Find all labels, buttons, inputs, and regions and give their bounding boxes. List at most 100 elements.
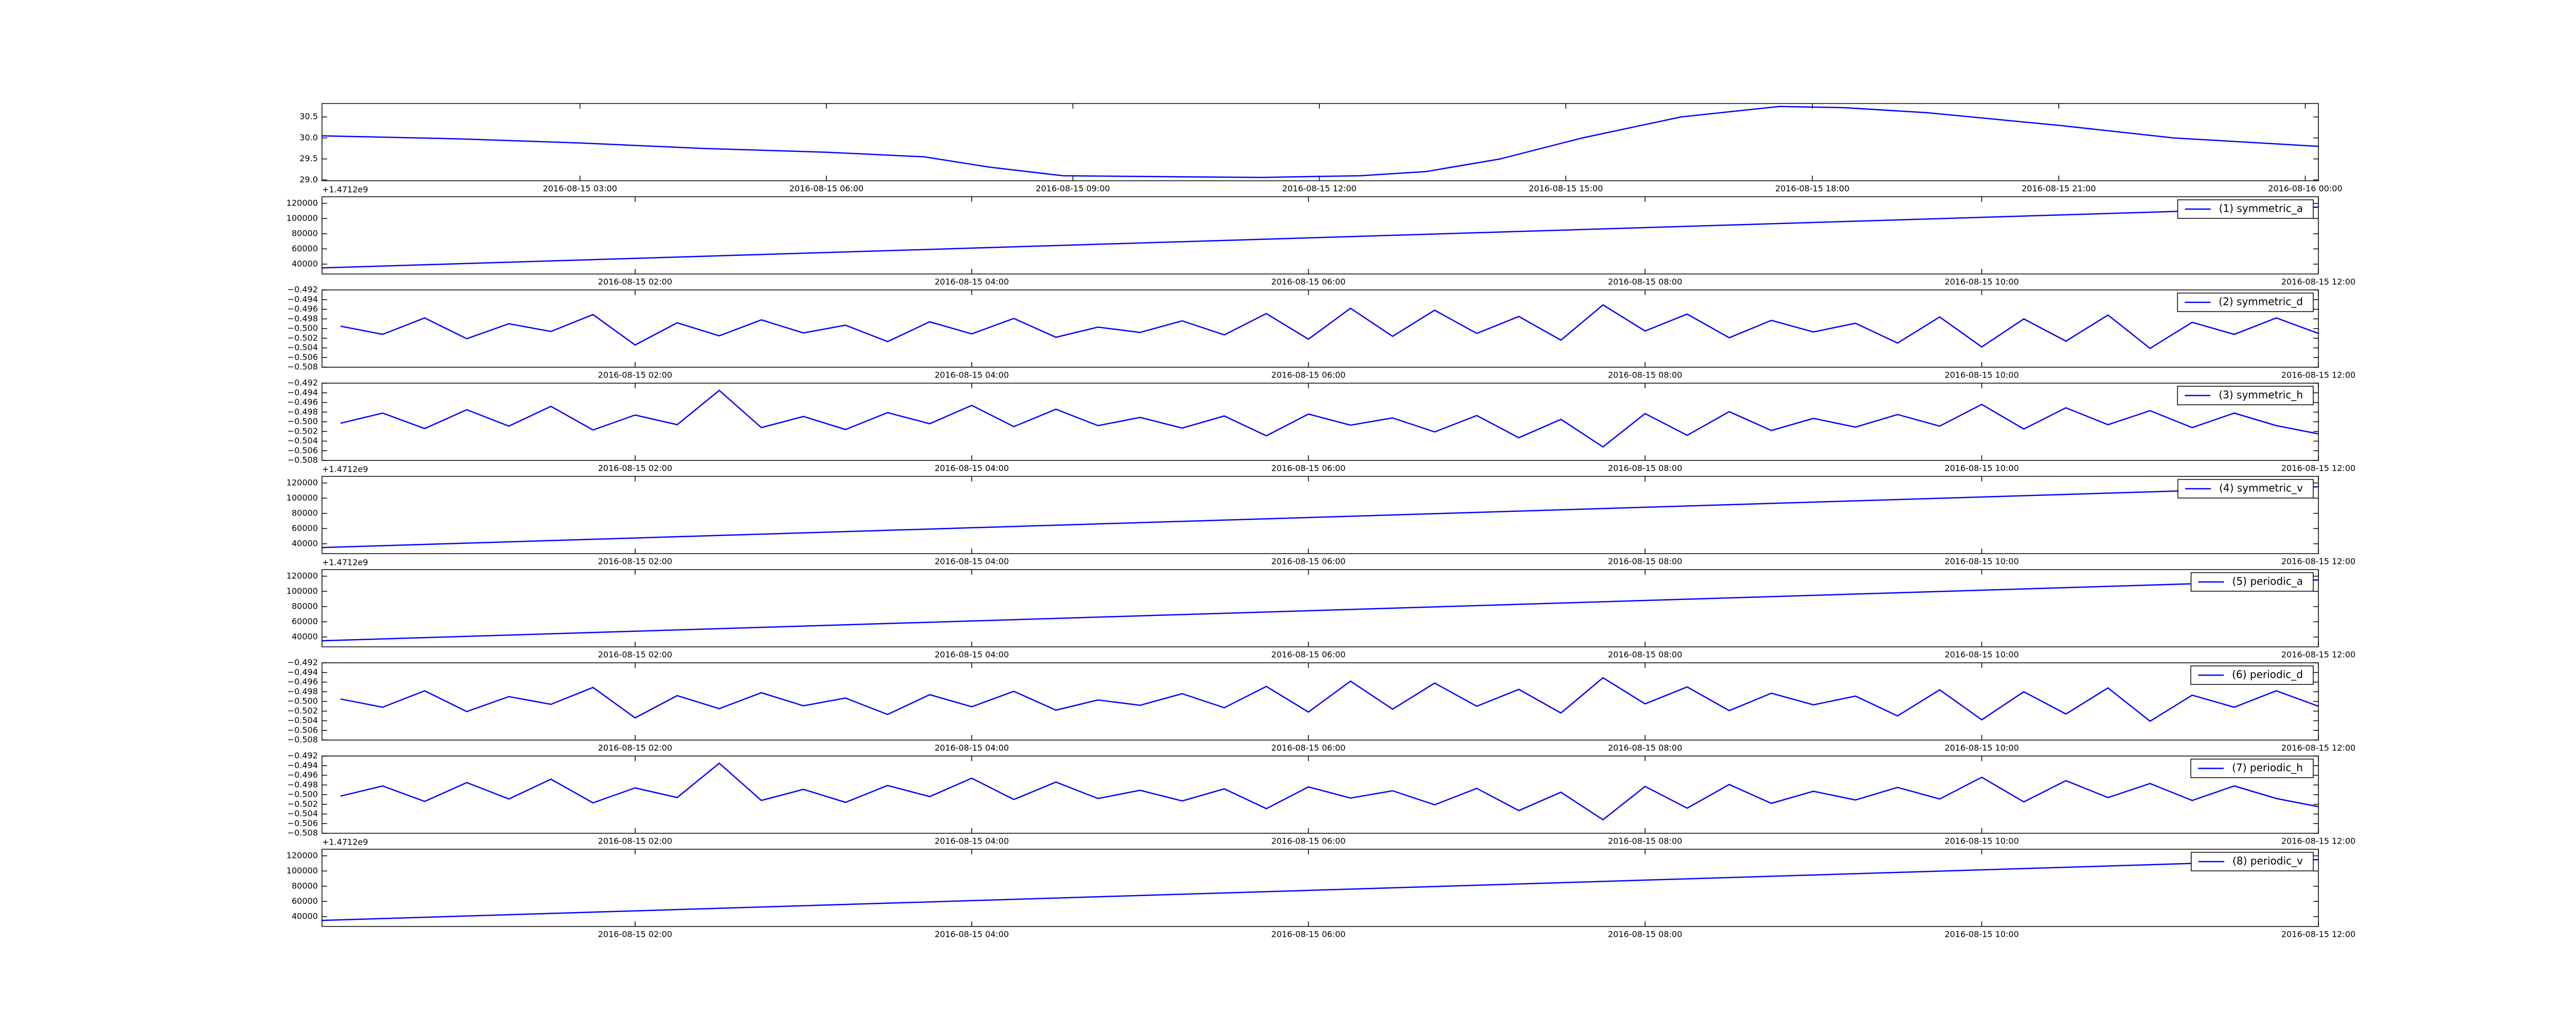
y-tick-label: 40000 — [292, 538, 318, 548]
data-line — [340, 762, 2318, 821]
offset-text: +1.4712e9 — [322, 185, 368, 195]
x-tick-label: 2016-08-15 10:00 — [1944, 464, 2019, 473]
y-tick-label: −0.492 — [287, 378, 318, 388]
x-tick-label: 2016-08-15 08:00 — [1608, 370, 1682, 380]
x-tick-label: 2016-08-15 06:00 — [1272, 650, 1346, 660]
x-tick-label: 2016-08-15 02:00 — [598, 370, 672, 380]
plot-area: (8) periodic_v — [322, 852, 2318, 921]
y-tick-label: 60000 — [292, 523, 318, 533]
x-tick-label: 2016-08-15 21:00 — [2022, 184, 2096, 194]
x-tick-label: 2016-08-16 00:00 — [2268, 184, 2342, 194]
y-tick-label: −0.506 — [287, 445, 318, 455]
data-line — [322, 486, 2318, 548]
y-tick-label: −0.492 — [287, 658, 318, 667]
plot-area: (2) symmetric_d — [340, 293, 2318, 349]
subplot: (7) periodic_h−0.508−0.506−0.504−0.502−0… — [287, 751, 2355, 847]
x-tick-label: 2016-08-15 08:00 — [1608, 930, 1682, 939]
legend: (6) periodic_d — [2190, 665, 2314, 685]
axes-frame — [321, 569, 2319, 647]
axes-frame — [321, 196, 2319, 274]
x-tick-label: 2016-08-15 02:00 — [598, 277, 672, 287]
y-tick-label: −0.494 — [287, 667, 318, 677]
y-tick-label: −0.492 — [287, 285, 318, 295]
y-tick-label: −0.506 — [287, 352, 318, 362]
y-tick-label: −0.498 — [287, 407, 318, 417]
x-tick-label: 2016-08-15 10:00 — [1944, 557, 2019, 566]
y-tick-label: −0.496 — [287, 304, 318, 314]
y-tick-label: 120000 — [286, 198, 318, 208]
y-tick-label: −0.498 — [287, 686, 318, 696]
x-tick-label: 2016-08-15 02:00 — [598, 743, 672, 753]
y-tick-label: −0.492 — [287, 751, 318, 761]
data-line — [322, 106, 2318, 178]
y-tick-label: −0.508 — [287, 362, 318, 372]
subplot: (1) symmetric_a 40000 60000 80000 100000 1200… — [286, 196, 2355, 287]
y-tick-label: 120000 — [286, 850, 318, 860]
legend-label: (8) periodic_v — [2232, 855, 2303, 867]
legend-label: (5) periodic_a — [2232, 575, 2303, 588]
x-tick-label: 2016-08-15 08:00 — [1608, 650, 1682, 660]
offset-text: +1.4712e9 — [322, 465, 368, 474]
x-tick-label: 2016-08-15 15:00 — [1529, 184, 1603, 194]
y-tick-label: −0.508 — [287, 735, 318, 745]
legend-label: (7) periodic_h — [2232, 762, 2303, 774]
y-tick-label: −0.498 — [287, 780, 318, 789]
plot-area: (7) periodic_h — [340, 759, 2318, 821]
y-tick-label: 60000 — [292, 896, 318, 906]
axes-frame — [321, 849, 2319, 927]
axes-frame — [321, 662, 2319, 741]
y-tick-label: 80000 — [292, 881, 318, 890]
data-line — [322, 206, 2318, 269]
plot-area: (5) periodic_a — [322, 572, 2318, 642]
x-tick-label: 2016-08-15 10:00 — [1944, 836, 2019, 846]
legend: (2) symmetric_d — [2177, 293, 2314, 312]
x-tick-label: 2016-08-15 06:00 — [1272, 464, 1346, 473]
y-tick-label: −0.496 — [287, 677, 318, 686]
x-tick-label: 2016-08-15 06:00 — [789, 184, 863, 194]
y-tick-label: 40000 — [292, 631, 318, 641]
x-tick-label: 2016-08-15 04:00 — [935, 557, 1009, 566]
legend: (4) symmetric_v — [2177, 479, 2314, 499]
x-tick-label: 2016-08-15 04:00 — [935, 464, 1009, 473]
y-tick-label: −0.502 — [287, 333, 318, 342]
x-tick-label: 2016-08-15 06:00 — [1272, 930, 1346, 939]
x-tick-label: 2016-08-15 10:00 — [1944, 650, 2019, 660]
y-tick-label: −0.506 — [287, 725, 318, 735]
y-tick-label: 80000 — [292, 601, 318, 611]
x-tick-label: 2016-08-15 12:00 — [2281, 743, 2355, 753]
y-tick-label: −0.500 — [287, 323, 318, 333]
legend-label: (1) symmetric_a — [2219, 202, 2303, 215]
y-tick-label: 120000 — [286, 477, 318, 487]
y-tick-label: 100000 — [286, 493, 318, 503]
x-tick-label: 2016-08-15 12:00 — [2281, 557, 2355, 566]
subplot: (3) symmetric_h−0.508−0.506−0.504−0.502−… — [287, 378, 2355, 474]
legend: (5) periodic_a — [2191, 572, 2314, 592]
x-tick-label: 2016-08-15 10:00 — [1944, 743, 2019, 753]
y-tick-label: −0.502 — [287, 426, 318, 436]
y-tick-label: 80000 — [292, 508, 318, 518]
subplot: (5) periodic_a 40000 60000 80000 100000 12000… — [286, 569, 2355, 660]
y-tick-label: 29.5 — [299, 153, 318, 163]
y-tick-label: −0.508 — [287, 455, 318, 465]
y-tick-label: −0.494 — [287, 387, 318, 397]
x-tick-label: 2016-08-15 09:00 — [1036, 184, 1110, 194]
y-tick-label: −0.500 — [287, 696, 318, 706]
y-tick-label: −0.500 — [287, 417, 318, 426]
legend: (7) periodic_h — [2190, 759, 2314, 778]
legend-box — [2190, 759, 2314, 778]
y-tick-label: 40000 — [292, 259, 318, 268]
y-tick-label: −0.504 — [287, 809, 318, 818]
y-tick-label: −0.500 — [287, 789, 318, 799]
axes-frame — [321, 103, 2319, 181]
x-tick-label: 2016-08-15 12:00 — [2281, 370, 2355, 380]
y-tick-label: −0.504 — [287, 715, 318, 725]
x-tick-label: 2016-08-15 02:00 — [598, 930, 672, 939]
subplot: (8) periodic_v 40000 60000 80000 100000 12000… — [286, 849, 2355, 939]
x-tick-label: 2016-08-15 12:00 — [2281, 930, 2355, 939]
offset-text: +1.4712e9 — [322, 558, 368, 568]
y-tick-label: −0.504 — [287, 342, 318, 352]
x-tick-label: 2016-08-15 04:00 — [935, 277, 1009, 287]
y-tick-label: 100000 — [286, 213, 318, 223]
